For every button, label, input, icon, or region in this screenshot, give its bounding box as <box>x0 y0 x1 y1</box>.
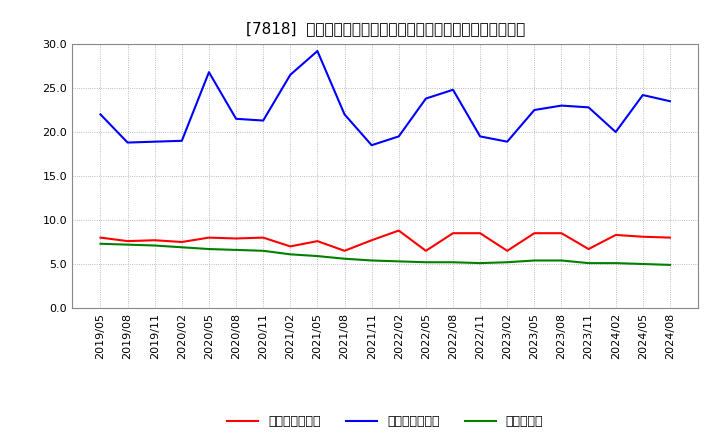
買入債務回転率 <box>476 134 485 139</box>
売上債権回転率 <box>178 239 186 245</box>
買入債務回転率 <box>232 116 240 121</box>
買入債務回転率 <box>530 107 539 113</box>
買入債務回転率 <box>367 143 376 148</box>
買入債務回転率 <box>395 134 403 139</box>
売上債権回転率 <box>503 248 511 253</box>
買入債務回転率 <box>611 129 620 135</box>
売上債権回転率 <box>367 238 376 243</box>
在庫回転率 <box>639 261 647 267</box>
Line: 在庫回転率: 在庫回転率 <box>101 244 670 265</box>
在庫回転率 <box>341 256 349 261</box>
買入債務回転率 <box>639 92 647 98</box>
在庫回転率 <box>421 260 430 265</box>
買入債務回転率 <box>313 48 322 54</box>
在庫回転率 <box>178 245 186 250</box>
在庫回転率 <box>150 243 159 248</box>
在庫回転率 <box>503 260 511 265</box>
売上債権回転率 <box>395 228 403 233</box>
買入債務回転率 <box>341 112 349 117</box>
在庫回転率 <box>395 259 403 264</box>
Line: 売上債権回転率: 売上債権回転率 <box>101 231 670 251</box>
在庫回転率 <box>286 252 294 257</box>
売上債権回転率 <box>530 231 539 236</box>
在庫回転率 <box>530 258 539 263</box>
買入債務回転率 <box>557 103 566 108</box>
買入債務回転率 <box>150 139 159 144</box>
売上債権回転率 <box>421 248 430 253</box>
売上債権回転率 <box>449 231 457 236</box>
買入債務回転率 <box>96 112 105 117</box>
買入債務回転率 <box>204 70 213 75</box>
在庫回転率 <box>367 258 376 263</box>
在庫回転率 <box>476 260 485 266</box>
在庫回転率 <box>259 248 268 253</box>
売上債権回転率 <box>259 235 268 240</box>
在庫回転率 <box>232 247 240 253</box>
買入債務回転率 <box>503 139 511 144</box>
売上債権回転率 <box>313 238 322 244</box>
在庫回転率 <box>449 260 457 265</box>
在庫回転率 <box>96 241 105 246</box>
在庫回転率 <box>123 242 132 247</box>
Line: 買入債務回転率: 買入債務回転率 <box>101 51 670 145</box>
売上債権回転率 <box>341 248 349 253</box>
売上債権回転率 <box>232 236 240 241</box>
売上債権回転率 <box>665 235 674 240</box>
売上債権回転率 <box>96 235 105 240</box>
売上債権回転率 <box>584 246 593 252</box>
売上債権回転率 <box>150 238 159 243</box>
買入債務回転率 <box>286 72 294 77</box>
買入債務回転率 <box>421 96 430 101</box>
在庫回転率 <box>665 262 674 268</box>
買入債務回転率 <box>259 118 268 123</box>
買入債務回転率 <box>584 105 593 110</box>
在庫回転率 <box>313 253 322 259</box>
売上債権回転率 <box>557 231 566 236</box>
買入債務回転率 <box>449 87 457 92</box>
在庫回転率 <box>584 260 593 266</box>
買入債務回転率 <box>665 99 674 104</box>
売上債権回転率 <box>204 235 213 240</box>
売上債権回転率 <box>476 231 485 236</box>
売上債権回転率 <box>286 244 294 249</box>
買入債務回転率 <box>123 140 132 145</box>
Title: [7818]  売上債権回転率、買入債務回転率、在庫回転率の推移: [7818] 売上債権回転率、買入債務回転率、在庫回転率の推移 <box>246 21 525 36</box>
売上債権回転率 <box>611 232 620 238</box>
在庫回転率 <box>557 258 566 263</box>
在庫回転率 <box>204 246 213 252</box>
買入債務回転率 <box>178 138 186 143</box>
在庫回転率 <box>611 260 620 266</box>
Legend: 売上債権回転率, 買入債務回転率, 在庫回転率: 売上債権回転率, 買入債務回転率, 在庫回転率 <box>227 415 544 429</box>
売上債権回転率 <box>639 234 647 239</box>
売上債権回転率 <box>123 238 132 244</box>
